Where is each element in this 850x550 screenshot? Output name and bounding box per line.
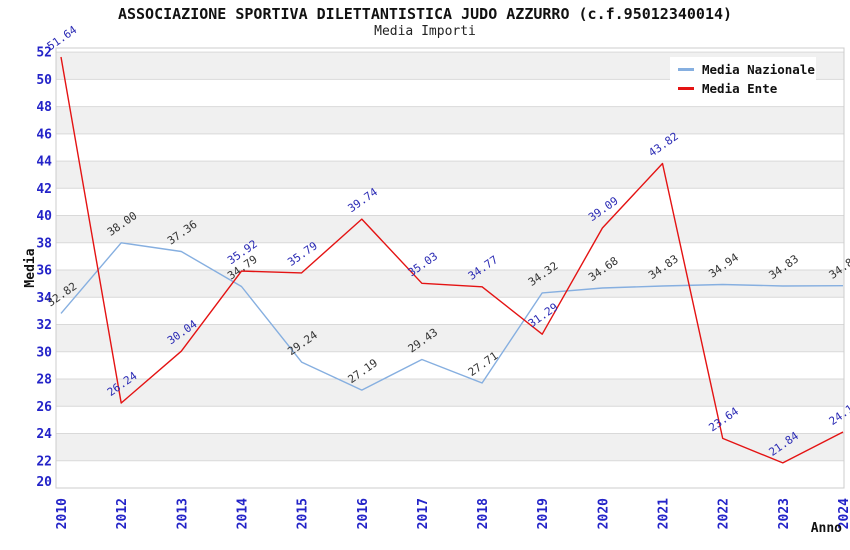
series-line-0 bbox=[60, 242, 844, 391]
x-tick-label: 2013 bbox=[175, 498, 190, 529]
x-tick-label: 2024 bbox=[837, 498, 850, 529]
x-tick-label: 2016 bbox=[356, 498, 371, 529]
legend-item-media-nazionale: Media Nazionale bbox=[676, 60, 815, 79]
y-tick-label: 44 bbox=[36, 155, 52, 170]
y-tick-label: 46 bbox=[36, 127, 52, 142]
y-tick-label: 48 bbox=[36, 100, 52, 115]
y-tick-label: 22 bbox=[36, 454, 52, 469]
chart-title: ASSOCIAZIONE SPORTIVA DILETTANTISTICA JU… bbox=[117, 5, 733, 23]
x-tick-label: 2015 bbox=[296, 498, 311, 529]
legend-swatch-nazionale-icon bbox=[678, 68, 694, 71]
x-axis-title: Anno bbox=[811, 521, 842, 536]
x-axis-tick-labels: 2010 2012 2013 2014 2015 2016 2017 2018 2019 2020… bbox=[55, 498, 850, 529]
y-tick-label: 42 bbox=[36, 182, 52, 197]
data-label: 35.79 bbox=[285, 239, 320, 269]
x-tick-label: 2019 bbox=[536, 498, 551, 529]
x-tick-label: 2023 bbox=[777, 498, 792, 529]
y-axis-tick-labels: 20 22 24 26 28 30 32 34 36 38 40 42 44 46 48 50 52 bbox=[36, 46, 52, 490]
series-line-1 bbox=[60, 56, 844, 464]
legend-item-media-ente: Media Ente bbox=[676, 79, 810, 98]
y-axis-title: Media bbox=[23, 248, 38, 287]
x-tick-label: 2020 bbox=[596, 498, 611, 529]
y-tick-label: 36 bbox=[36, 264, 52, 279]
legend-swatch-ente-icon bbox=[678, 87, 694, 90]
chart-subtitle: Media Importi bbox=[374, 24, 476, 39]
legend: Media Nazionale Media Ente bbox=[670, 57, 816, 102]
y-tick-label: 40 bbox=[36, 209, 52, 224]
y-tick-label: 50 bbox=[36, 73, 52, 88]
y-tick-label: 30 bbox=[36, 345, 52, 360]
background-bands bbox=[56, 52, 844, 461]
data-label: 34.85 bbox=[827, 252, 850, 282]
x-tick-label: 2021 bbox=[657, 498, 672, 529]
x-tick-label: 2022 bbox=[717, 498, 732, 529]
y-tick-label: 38 bbox=[36, 236, 52, 251]
data-label: 39.74 bbox=[345, 185, 380, 215]
x-tick-label: 2014 bbox=[235, 498, 250, 529]
y-tick-label: 26 bbox=[36, 400, 52, 415]
y-tick-label: 24 bbox=[36, 427, 52, 442]
x-tick-label: 2018 bbox=[476, 498, 491, 529]
y-tick-label: 20 bbox=[36, 475, 52, 490]
x-tick-label: 2017 bbox=[416, 498, 431, 529]
y-tick-label: 28 bbox=[36, 373, 52, 388]
x-tick-label: 2010 bbox=[55, 498, 70, 529]
plot-border bbox=[55, 47, 845, 489]
y-tick-label: 52 bbox=[36, 46, 52, 61]
legend-label-nazionale: Media Nazionale bbox=[702, 62, 815, 77]
data-label: 23.64 bbox=[706, 404, 741, 434]
y-tick-label: 32 bbox=[36, 318, 52, 333]
y-gridlines bbox=[56, 51, 844, 462]
legend-label-ente: Media Ente bbox=[702, 81, 778, 96]
x-tick-label: 2012 bbox=[115, 498, 130, 529]
y-tick-label: 34 bbox=[36, 291, 52, 306]
